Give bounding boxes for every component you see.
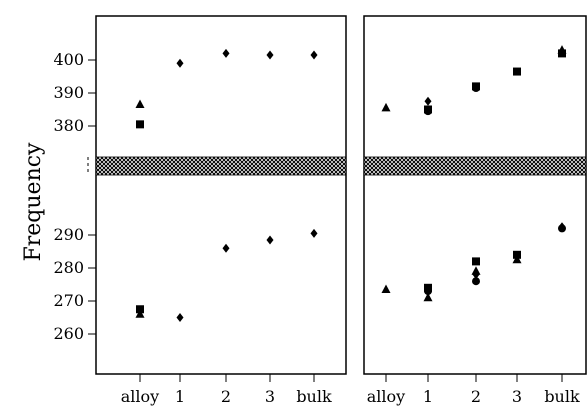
right-panel <box>363 15 587 375</box>
y-tick-label: 400 <box>53 50 84 69</box>
x-tick-label: 2 <box>471 387 481 406</box>
data-point-circle <box>424 287 432 296</box>
right-panel-frame <box>363 15 587 375</box>
x-tick-label: alloy <box>367 387 405 406</box>
x-tick-label: bulk <box>544 387 580 406</box>
data-point-diamond <box>222 48 230 58</box>
data-point-circle <box>472 277 480 286</box>
left-panel-frame <box>95 15 347 375</box>
data-point-triangle <box>135 99 145 109</box>
data-point-triangle <box>381 284 391 293</box>
data-point-diamond <box>176 58 184 68</box>
data-point-diamond <box>176 313 184 322</box>
y-tick-label: 270 <box>53 291 84 310</box>
data-point-square <box>513 67 521 76</box>
data-point-diamond <box>266 50 274 60</box>
data-point-circle <box>424 107 432 116</box>
x-tick-label: 1 <box>175 387 185 406</box>
y-tick-label: 290 <box>53 225 84 244</box>
x-tick-label: 3 <box>512 387 522 406</box>
y-tick-label: 280 <box>53 258 84 277</box>
y-tick-label: 390 <box>53 83 84 102</box>
data-point-diamond <box>472 270 480 280</box>
y-tick-label: 260 <box>53 324 84 343</box>
x-tick-label: alloy <box>121 387 159 406</box>
y-axis-label: Frequency <box>21 142 46 262</box>
data-point-square <box>136 120 144 129</box>
x-tick-label: 1 <box>423 387 433 406</box>
y-tick-label: 380 <box>53 116 84 135</box>
x-axis-ticks: alloy 1 2 3 bulk alloy 1 2 3 bulk <box>121 374 580 406</box>
x-tick-label: 2 <box>221 387 231 406</box>
data-point-square <box>472 257 480 266</box>
x-tick-label: bulk <box>296 387 332 406</box>
data-points <box>135 45 567 322</box>
data-point-triangle <box>135 309 145 318</box>
left-panel <box>95 15 347 375</box>
data-point-diamond <box>310 50 318 60</box>
data-point-triangle <box>381 102 391 112</box>
x-tick-label: 3 <box>265 387 275 406</box>
data-point-circle <box>472 84 480 93</box>
data-point-diamond <box>222 243 230 253</box>
data-point-circle <box>558 224 566 233</box>
data-point-square <box>558 49 566 58</box>
data-point-diamond <box>424 96 432 106</box>
left-axis-break-band <box>95 156 347 176</box>
data-point-triangle <box>423 292 433 302</box>
y-axis-ticks: 260 270 280 290 380 390 400 <box>53 50 96 343</box>
right-axis-break-band <box>363 156 587 176</box>
data-point-diamond <box>266 235 274 245</box>
data-point-diamond <box>310 228 318 238</box>
data-point-triangle <box>512 254 522 264</box>
